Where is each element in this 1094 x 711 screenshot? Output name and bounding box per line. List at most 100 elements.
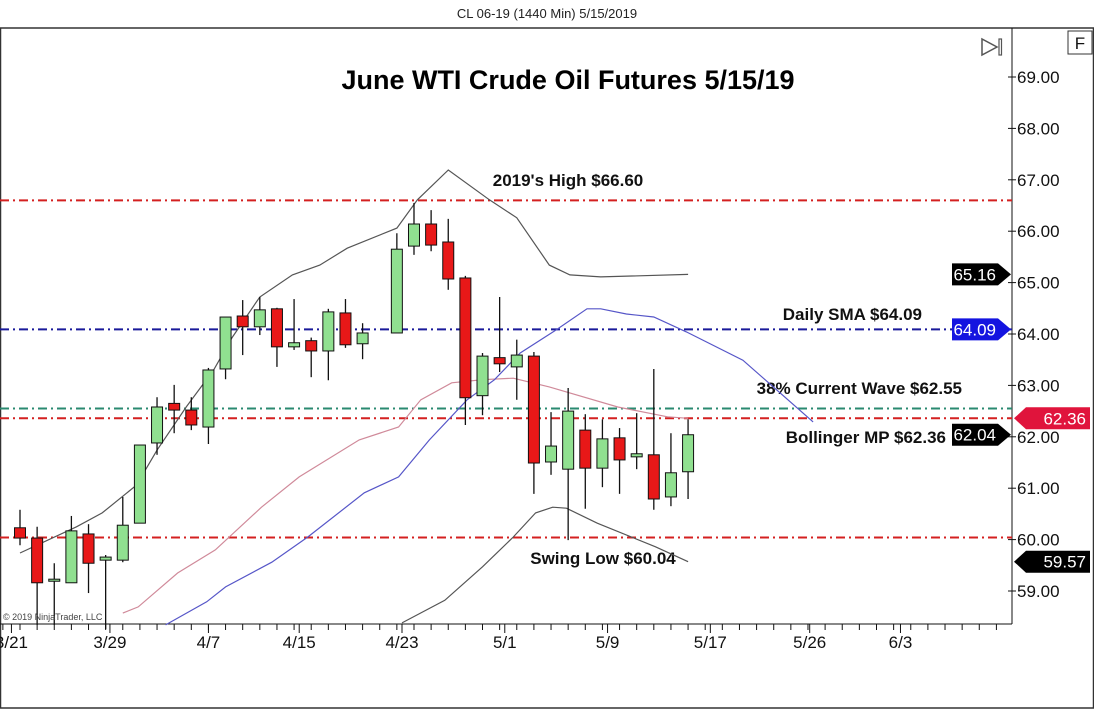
candle-body xyxy=(253,309,266,328)
y-tick-label: 59.00 xyxy=(1017,582,1060,601)
f-button-label: F xyxy=(1075,34,1085,53)
candle-body xyxy=(185,409,198,426)
candle xyxy=(356,323,369,360)
candle-body xyxy=(407,223,420,247)
candle-body xyxy=(133,444,146,524)
candle-body xyxy=(31,537,44,584)
candle-body xyxy=(425,223,438,246)
x-tick-label: 5/17 xyxy=(694,633,727,652)
candle xyxy=(48,563,61,625)
price-marker-bg xyxy=(952,318,1011,341)
candle xyxy=(322,308,335,381)
price-marker-label: 59.57 xyxy=(1043,553,1086,572)
candle-body xyxy=(65,530,78,584)
x-tick-label: 3/29 xyxy=(93,633,126,652)
candle-body xyxy=(270,308,283,348)
y-tick-label: 63.00 xyxy=(1017,376,1060,395)
candle-body xyxy=(545,445,558,463)
candle-body xyxy=(151,406,164,444)
candle xyxy=(425,210,438,252)
candle-body xyxy=(14,527,26,539)
level-label-swing-low: Swing Low $60.04 xyxy=(530,549,676,568)
candle xyxy=(168,384,181,434)
candle xyxy=(682,419,695,499)
candle-body xyxy=(202,369,215,428)
candle-body xyxy=(476,355,489,397)
level-label-2019-high: 2019's High $66.60 xyxy=(493,171,644,190)
candle xyxy=(493,296,506,373)
x-tick-label: 5/1 xyxy=(493,633,517,652)
candle xyxy=(236,300,249,356)
candle xyxy=(151,397,164,455)
candle-body xyxy=(647,454,660,500)
price-marker-bg xyxy=(952,263,1011,286)
indicator-lower-band xyxy=(401,506,689,624)
candle xyxy=(253,296,266,336)
skip-to-end-icon[interactable] xyxy=(981,37,1003,57)
y-tick-label: 65.00 xyxy=(1017,274,1060,293)
candle xyxy=(562,387,575,541)
y-tick-label: 60.00 xyxy=(1017,531,1060,550)
candle xyxy=(14,509,26,546)
candle-body xyxy=(48,578,61,582)
price-marker-label: 65.16 xyxy=(953,265,996,284)
candle-body xyxy=(596,438,609,469)
y-tick-label: 68.00 xyxy=(1017,119,1060,138)
candle-body xyxy=(664,472,677,498)
candle-body xyxy=(579,429,592,469)
candle-body xyxy=(442,241,455,280)
x-tick-label: 5/26 xyxy=(793,633,826,652)
indicator-upper-band xyxy=(19,169,689,554)
chart-header: CL 06-19 (1440 Min) 5/15/2019 xyxy=(456,6,638,21)
candle-body xyxy=(305,340,318,352)
y-tick-label: 69.00 xyxy=(1017,68,1060,87)
copyright-text: © 2019 NinjaTrader, LLC xyxy=(3,612,103,622)
candle-body xyxy=(493,357,506,365)
candle xyxy=(133,444,146,524)
level-label-daily-sma: Daily SMA $64.09 xyxy=(783,305,922,324)
price-marker-label: 62.36 xyxy=(1043,409,1086,428)
candle-body xyxy=(527,355,540,464)
candle xyxy=(596,419,609,488)
candle xyxy=(31,526,44,625)
candle xyxy=(613,428,626,494)
candle xyxy=(390,233,403,334)
candle-body xyxy=(510,354,523,368)
x-tick-label: 4/7 xyxy=(197,633,221,652)
indicator-daily-sma xyxy=(165,308,814,626)
candle xyxy=(339,299,352,348)
candle xyxy=(270,307,283,367)
candle xyxy=(459,275,472,425)
chart-frame xyxy=(0,27,1094,709)
y-tick-label: 66.00 xyxy=(1017,222,1060,241)
x-tick-label: 4/15 xyxy=(283,633,316,652)
candle-body xyxy=(236,315,249,328)
candle-body xyxy=(562,410,575,470)
x-tick-label: 4/23 xyxy=(385,633,418,652)
candle xyxy=(476,353,489,416)
f-button[interactable]: F xyxy=(1067,30,1093,55)
price-marker-label: 64.09 xyxy=(953,320,996,339)
candle xyxy=(664,433,677,507)
indicator-middle-band xyxy=(122,377,689,614)
candle xyxy=(219,316,232,380)
y-tick-label: 67.00 xyxy=(1017,171,1060,190)
level-label-bollinger-mp: Bollinger MP $62.36 xyxy=(786,428,946,447)
price-marker-bg xyxy=(952,423,1011,446)
candle-body xyxy=(613,437,626,461)
candle-body xyxy=(459,277,472,399)
candle xyxy=(305,337,318,378)
candle xyxy=(442,218,455,290)
x-tick-label: 3/21 xyxy=(0,633,28,652)
candle xyxy=(288,299,301,350)
candle-body xyxy=(322,311,335,352)
price-marker-label: 62.04 xyxy=(953,426,996,445)
candle xyxy=(527,351,540,494)
candle xyxy=(65,515,78,584)
candle-body xyxy=(390,248,403,334)
candle-body xyxy=(99,556,112,561)
candle xyxy=(185,397,198,431)
price-marker-bg xyxy=(1014,407,1090,430)
candle xyxy=(116,496,129,563)
